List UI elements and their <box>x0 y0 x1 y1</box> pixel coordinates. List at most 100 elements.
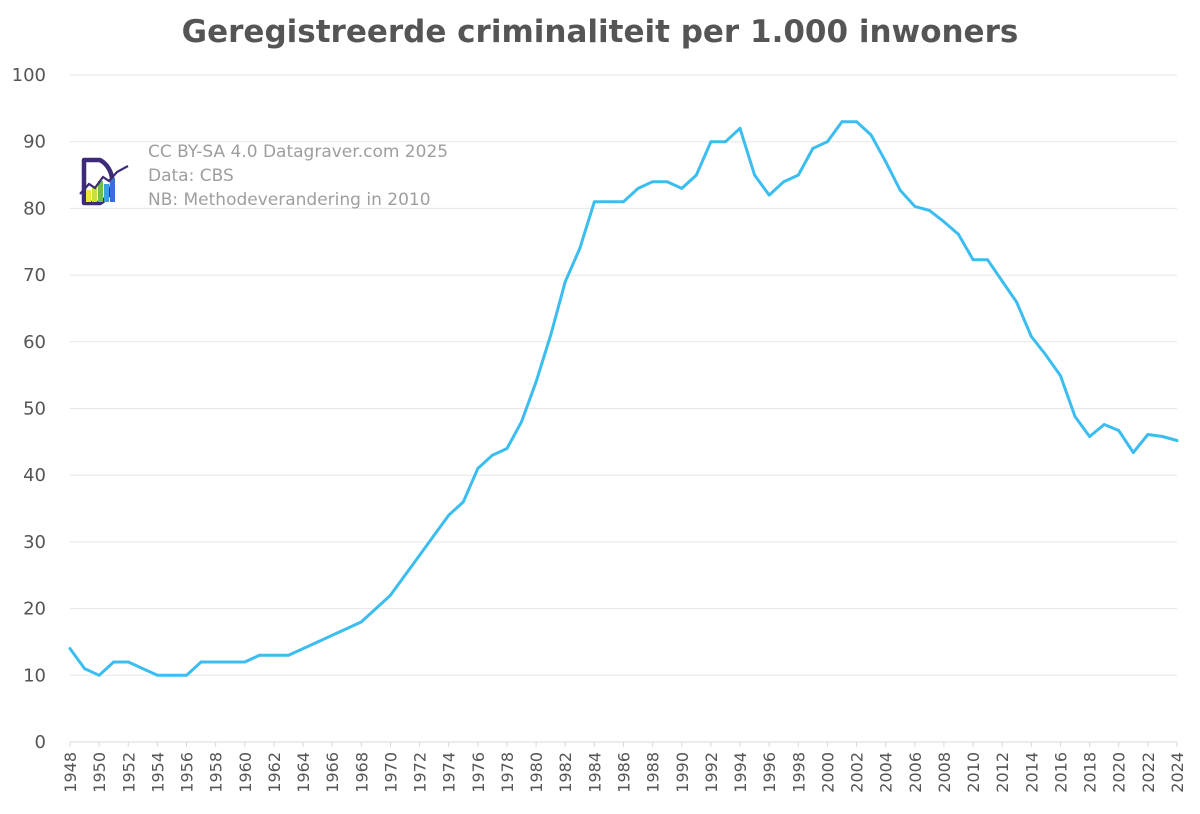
data-point-1962 <box>272 653 276 657</box>
x-tick-label-1956: 1956 <box>178 752 197 793</box>
data-point-1948 <box>68 647 72 651</box>
data-point-1983 <box>578 247 582 250</box>
y-tick-label-0: 0 <box>35 732 46 753</box>
data-point-1952 <box>126 660 130 664</box>
y-tick-label-30: 30 <box>23 532 46 553</box>
data-point-2010 <box>971 258 975 262</box>
x-tick-label-1980: 1980 <box>527 752 546 793</box>
data-point-2006 <box>913 204 917 208</box>
data-point-2012 <box>1000 279 1004 283</box>
x-tick-label-1998: 1998 <box>789 752 808 793</box>
data-point-2008 <box>942 220 946 224</box>
y-tick-label-20: 20 <box>23 599 46 620</box>
data-point-1981 <box>549 333 553 337</box>
x-tick-label-1966: 1966 <box>323 752 342 793</box>
data-point-2024 <box>1175 439 1179 442</box>
data-point-2023 <box>1161 435 1164 438</box>
x-tick-label-2016: 2016 <box>1051 752 1070 793</box>
data-point-1998 <box>796 173 800 177</box>
data-point-2015 <box>1044 353 1048 357</box>
x-tick-label-1958: 1958 <box>207 752 226 793</box>
data-point-1977 <box>491 453 494 457</box>
x-tick-label-1968: 1968 <box>352 752 371 793</box>
data-point-1992 <box>709 140 713 144</box>
data-point-1954 <box>155 673 159 677</box>
x-tick-label-1948: 1948 <box>61 752 80 793</box>
data-point-1979 <box>520 420 523 424</box>
data-point-1961 <box>257 653 261 657</box>
data-point-1978 <box>505 447 509 450</box>
y-tick-label-100: 100 <box>12 65 46 86</box>
data-point-2011 <box>986 258 990 262</box>
data-point-1963 <box>287 653 290 657</box>
data-point-1975 <box>461 500 465 504</box>
x-tick-label-1962: 1962 <box>265 752 284 793</box>
data-point-2003 <box>869 133 873 137</box>
x-tick-label-1964: 1964 <box>294 752 313 793</box>
data-point-1991 <box>694 173 698 177</box>
data-point-2007 <box>927 209 931 212</box>
x-tick-label-2024: 2024 <box>1168 752 1187 793</box>
data-point-2017 <box>1073 415 1077 418</box>
data-point-1987 <box>636 186 640 190</box>
data-point-1985 <box>607 200 611 204</box>
data-point-1964 <box>301 647 305 651</box>
x-tick-label-2004: 2004 <box>877 752 896 793</box>
data-point-1984 <box>592 200 596 204</box>
data-point-1965 <box>316 640 320 644</box>
data-point-2001 <box>840 120 844 124</box>
data-point-1980 <box>534 380 538 384</box>
data-point-2014 <box>1029 335 1033 338</box>
data-point-1953 <box>141 667 145 671</box>
x-tick-label-1990: 1990 <box>673 752 692 793</box>
data-point-1956 <box>185 673 188 677</box>
data-point-1966 <box>330 633 334 637</box>
data-point-1951 <box>112 660 116 664</box>
y-tick-label-60: 60 <box>23 332 46 353</box>
license-note: CC BY-SA 4.0 Datagraver.com 2025 <box>148 142 449 162</box>
x-tick-label-1960: 1960 <box>236 752 255 793</box>
source-note: Data: CBS <box>148 166 234 186</box>
data-point-1982 <box>563 280 567 284</box>
data-point-2020 <box>1117 429 1121 432</box>
x-tick-label-1976: 1976 <box>469 752 488 793</box>
data-point-1988 <box>651 180 655 184</box>
x-tick-label-1950: 1950 <box>90 752 109 793</box>
x-tick-label-1978: 1978 <box>498 752 517 793</box>
data-point-2000 <box>826 140 829 144</box>
x-tick-label-2014: 2014 <box>1022 752 1041 793</box>
x-tick-label-2022: 2022 <box>1139 752 1158 793</box>
x-tick-label-1982: 1982 <box>556 752 575 793</box>
x-tick-label-2012: 2012 <box>993 752 1012 793</box>
data-point-2005 <box>898 188 902 192</box>
x-axis-tick-labels: 1948 1950 1952 1954 1956 1958 1960 1962 1964 1966… <box>61 742 1187 793</box>
data-point-2021 <box>1131 451 1135 454</box>
y-tick-label-10: 10 <box>23 665 46 686</box>
x-tick-label-2010: 2010 <box>964 752 983 793</box>
data-point-2019 <box>1102 423 1106 426</box>
y-tick-label-80: 80 <box>23 198 46 219</box>
data-point-2013 <box>1015 301 1019 304</box>
data-point-1993 <box>724 140 727 144</box>
data-point-1968 <box>359 620 363 624</box>
x-tick-label-1974: 1974 <box>440 752 459 793</box>
data-point-2018 <box>1088 435 1092 438</box>
y-tick-label-50: 50 <box>23 399 46 420</box>
data-point-1955 <box>170 673 174 677</box>
data-point-2004 <box>884 160 888 164</box>
x-tick-label-1988: 1988 <box>644 752 663 793</box>
data-point-1958 <box>214 660 218 664</box>
x-tick-label-1952: 1952 <box>119 752 138 793</box>
x-tick-label-1984: 1984 <box>585 752 604 793</box>
y-tick-label-40: 40 <box>23 465 46 486</box>
x-tick-label-1986: 1986 <box>615 752 634 793</box>
data-point-1974 <box>447 513 451 517</box>
data-point-1989 <box>665 180 669 184</box>
data-point-1957 <box>199 660 203 664</box>
x-tick-label-2000: 2000 <box>818 752 837 793</box>
x-tick-label-1994: 1994 <box>731 752 750 793</box>
data-point-1995 <box>753 173 756 177</box>
data-point-2022 <box>1146 433 1150 436</box>
x-tick-label-1992: 1992 <box>702 752 721 793</box>
